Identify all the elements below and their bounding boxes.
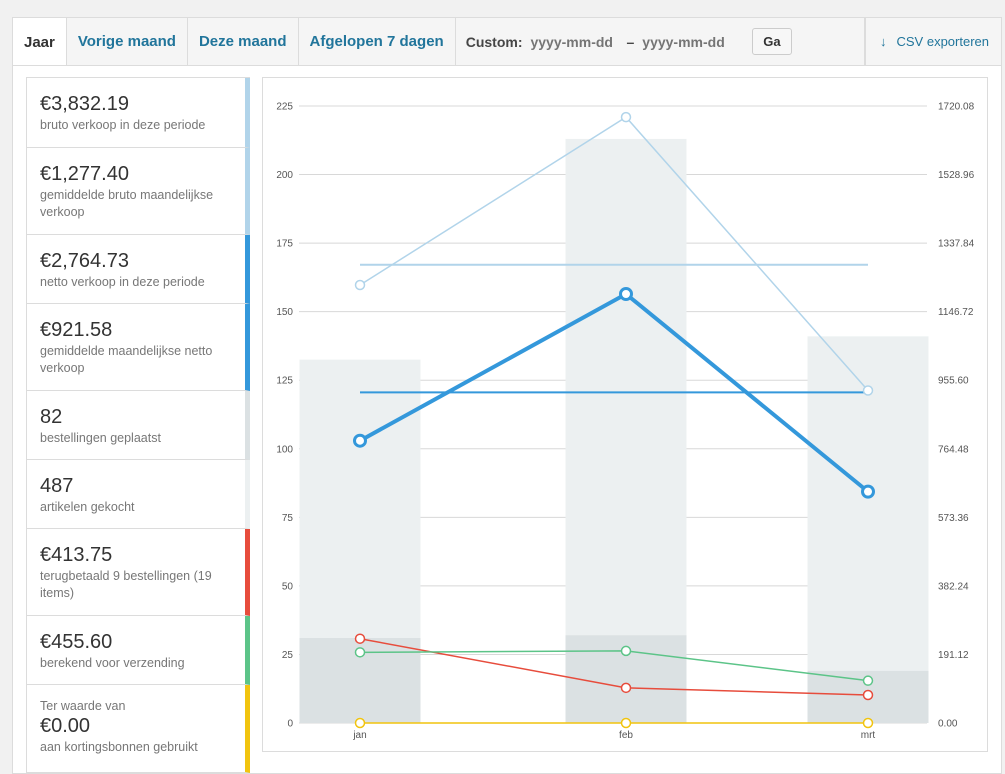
- legend-average-net-sales[interactable]: €921.58 gemiddelde maandelijkse netto ve…: [26, 304, 250, 391]
- y-left-tick-label: 125: [276, 376, 293, 387]
- x-tick-label: jan: [352, 730, 366, 741]
- legend-amount: €1,277.40: [40, 163, 129, 185]
- data-point: [619, 286, 633, 301]
- data-point: [354, 279, 366, 291]
- y-right-tick-label: 955.60: [938, 376, 969, 387]
- legend-description: gemiddelde bruto maandelijkse verkoop: [40, 188, 214, 219]
- y-left-tick-label: 75: [282, 513, 294, 524]
- legend-description: berekend voor verzending: [40, 656, 185, 670]
- y-right-tick-label: 764.48: [938, 444, 969, 455]
- y-left-tick-label: 100: [276, 444, 293, 455]
- legend-prefix: Ter waarde van: [40, 699, 126, 713]
- legend-amount: €455.60: [40, 631, 113, 653]
- y-left-tick-label: 50: [282, 581, 294, 592]
- data-point: [620, 645, 632, 657]
- data-point: [862, 717, 874, 729]
- y-right-tick-label: 573.36: [938, 513, 969, 524]
- legend-orders-placed[interactable]: 82 bestellingen geplaatst: [26, 391, 250, 460]
- data-point: [620, 111, 632, 123]
- y-right-tick-label: 382.24: [938, 581, 969, 592]
- y-right-tick-label: 1528.96: [938, 170, 975, 181]
- legend-description: bruto verkoop in deze periode: [40, 118, 206, 132]
- y-right-tick-label: 0.00: [938, 719, 958, 730]
- legend-description: aan kortingsbonnen gebruikt: [40, 740, 198, 754]
- legend-amount: 82: [40, 406, 63, 428]
- data-point: [862, 689, 874, 701]
- range-tabs: Jaar Vorige maand Deze maand Afgelopen 7…: [12, 17, 1002, 67]
- y-left-tick-label: 25: [282, 650, 294, 661]
- y-left-tick-label: 200: [276, 170, 293, 181]
- legend-amount: €3,832.19: [40, 93, 129, 115]
- y-left-tick-label: 150: [276, 307, 293, 318]
- custom-range-label: Custom:: [465, 33, 523, 50]
- legend-amount: €413.75: [40, 544, 113, 566]
- legend-description: artikelen gekocht: [40, 500, 135, 514]
- sales-chart-svg: 0 25 50 75 100 125 150 175 200 225 0.00 191.12 382.2…: [276, 102, 975, 742]
- tab-this-month[interactable]: Deze maand: [188, 18, 299, 65]
- legend-description: gemiddelde maandelijkse netto verkoop: [40, 344, 213, 375]
- download-arrow-icon: ↓: [880, 34, 887, 49]
- data-point: [861, 484, 875, 499]
- data-point: [620, 682, 632, 694]
- sales-chart: 0 25 50 75 100 125 150 175 200 225 0.00 191.12 382.2…: [262, 77, 988, 752]
- legend-description: bestellingen geplaatst: [40, 431, 161, 445]
- x-tick-label: mrt: [861, 730, 876, 741]
- custom-range: Custom: – Ga: [456, 18, 865, 65]
- legend-refunds[interactable]: €413.75 terugbetaald 9 bestellingen (19 …: [26, 529, 250, 616]
- legend-gross-sales[interactable]: €3,832.19 bruto verkoop in deze periode: [26, 78, 250, 148]
- y-right-tick-label: 1337.84: [938, 239, 975, 250]
- data-point: [862, 385, 874, 396]
- go-button[interactable]: Ga: [752, 28, 792, 55]
- y-right-tick-label: 191.12: [938, 650, 969, 661]
- legend-description: netto verkoop in deze periode: [40, 275, 205, 289]
- legend-average-gross-sales[interactable]: €1,277.40 gemiddelde bruto maandelijkse …: [26, 148, 250, 235]
- data-point: [620, 717, 632, 729]
- start-date-input[interactable]: [530, 33, 621, 50]
- data-point: [862, 675, 874, 686]
- legend-amount: 487: [40, 475, 74, 497]
- x-tick-label: feb: [619, 730, 633, 741]
- legend-shipping[interactable]: €455.60 berekend voor verzending: [26, 616, 250, 685]
- y-left-tick-label: 0: [287, 719, 293, 730]
- legend-description: terugbetaald 9 bestellingen (19 items): [40, 569, 212, 600]
- data-point: [354, 647, 366, 658]
- y-right-tick-label: 1146.72: [938, 307, 974, 318]
- data-point: [354, 717, 366, 729]
- tab-last-month[interactable]: Vorige maand: [67, 18, 188, 65]
- range-separator: –: [626, 33, 635, 50]
- tab-last-7-days[interactable]: Afgelopen 7 dagen: [299, 18, 456, 65]
- data-point: [353, 433, 367, 448]
- legend-coupons[interactable]: Ter waarde van €0.00 aan kortingsbonnen …: [26, 685, 250, 773]
- legend-items-purchased[interactable]: 487 artikelen gekocht: [26, 460, 250, 529]
- export-csv-button[interactable]: ↓ CSV exporteren: [865, 18, 1001, 65]
- legend-amount: €2,764.73: [40, 250, 129, 272]
- chart-bar: [565, 138, 687, 723]
- export-csv-label: CSV exporteren: [896, 34, 990, 49]
- legend-amount: €921.58: [40, 319, 113, 341]
- end-date-input[interactable]: [642, 33, 733, 50]
- y-right-tick-label: 1720.08: [938, 102, 975, 113]
- tab-year[interactable]: Jaar: [13, 18, 67, 67]
- chart-bar: [807, 336, 929, 723]
- chart-legend: €3,832.19 bruto verkoop in deze periode …: [26, 77, 250, 774]
- data-point: [354, 633, 366, 644]
- legend-amount: €0.00: [40, 715, 91, 737]
- legend-net-sales[interactable]: €2,764.73 netto verkoop in deze periode: [26, 235, 250, 304]
- y-left-tick-label: 175: [276, 239, 293, 250]
- y-left-tick-label: 225: [276, 102, 293, 113]
